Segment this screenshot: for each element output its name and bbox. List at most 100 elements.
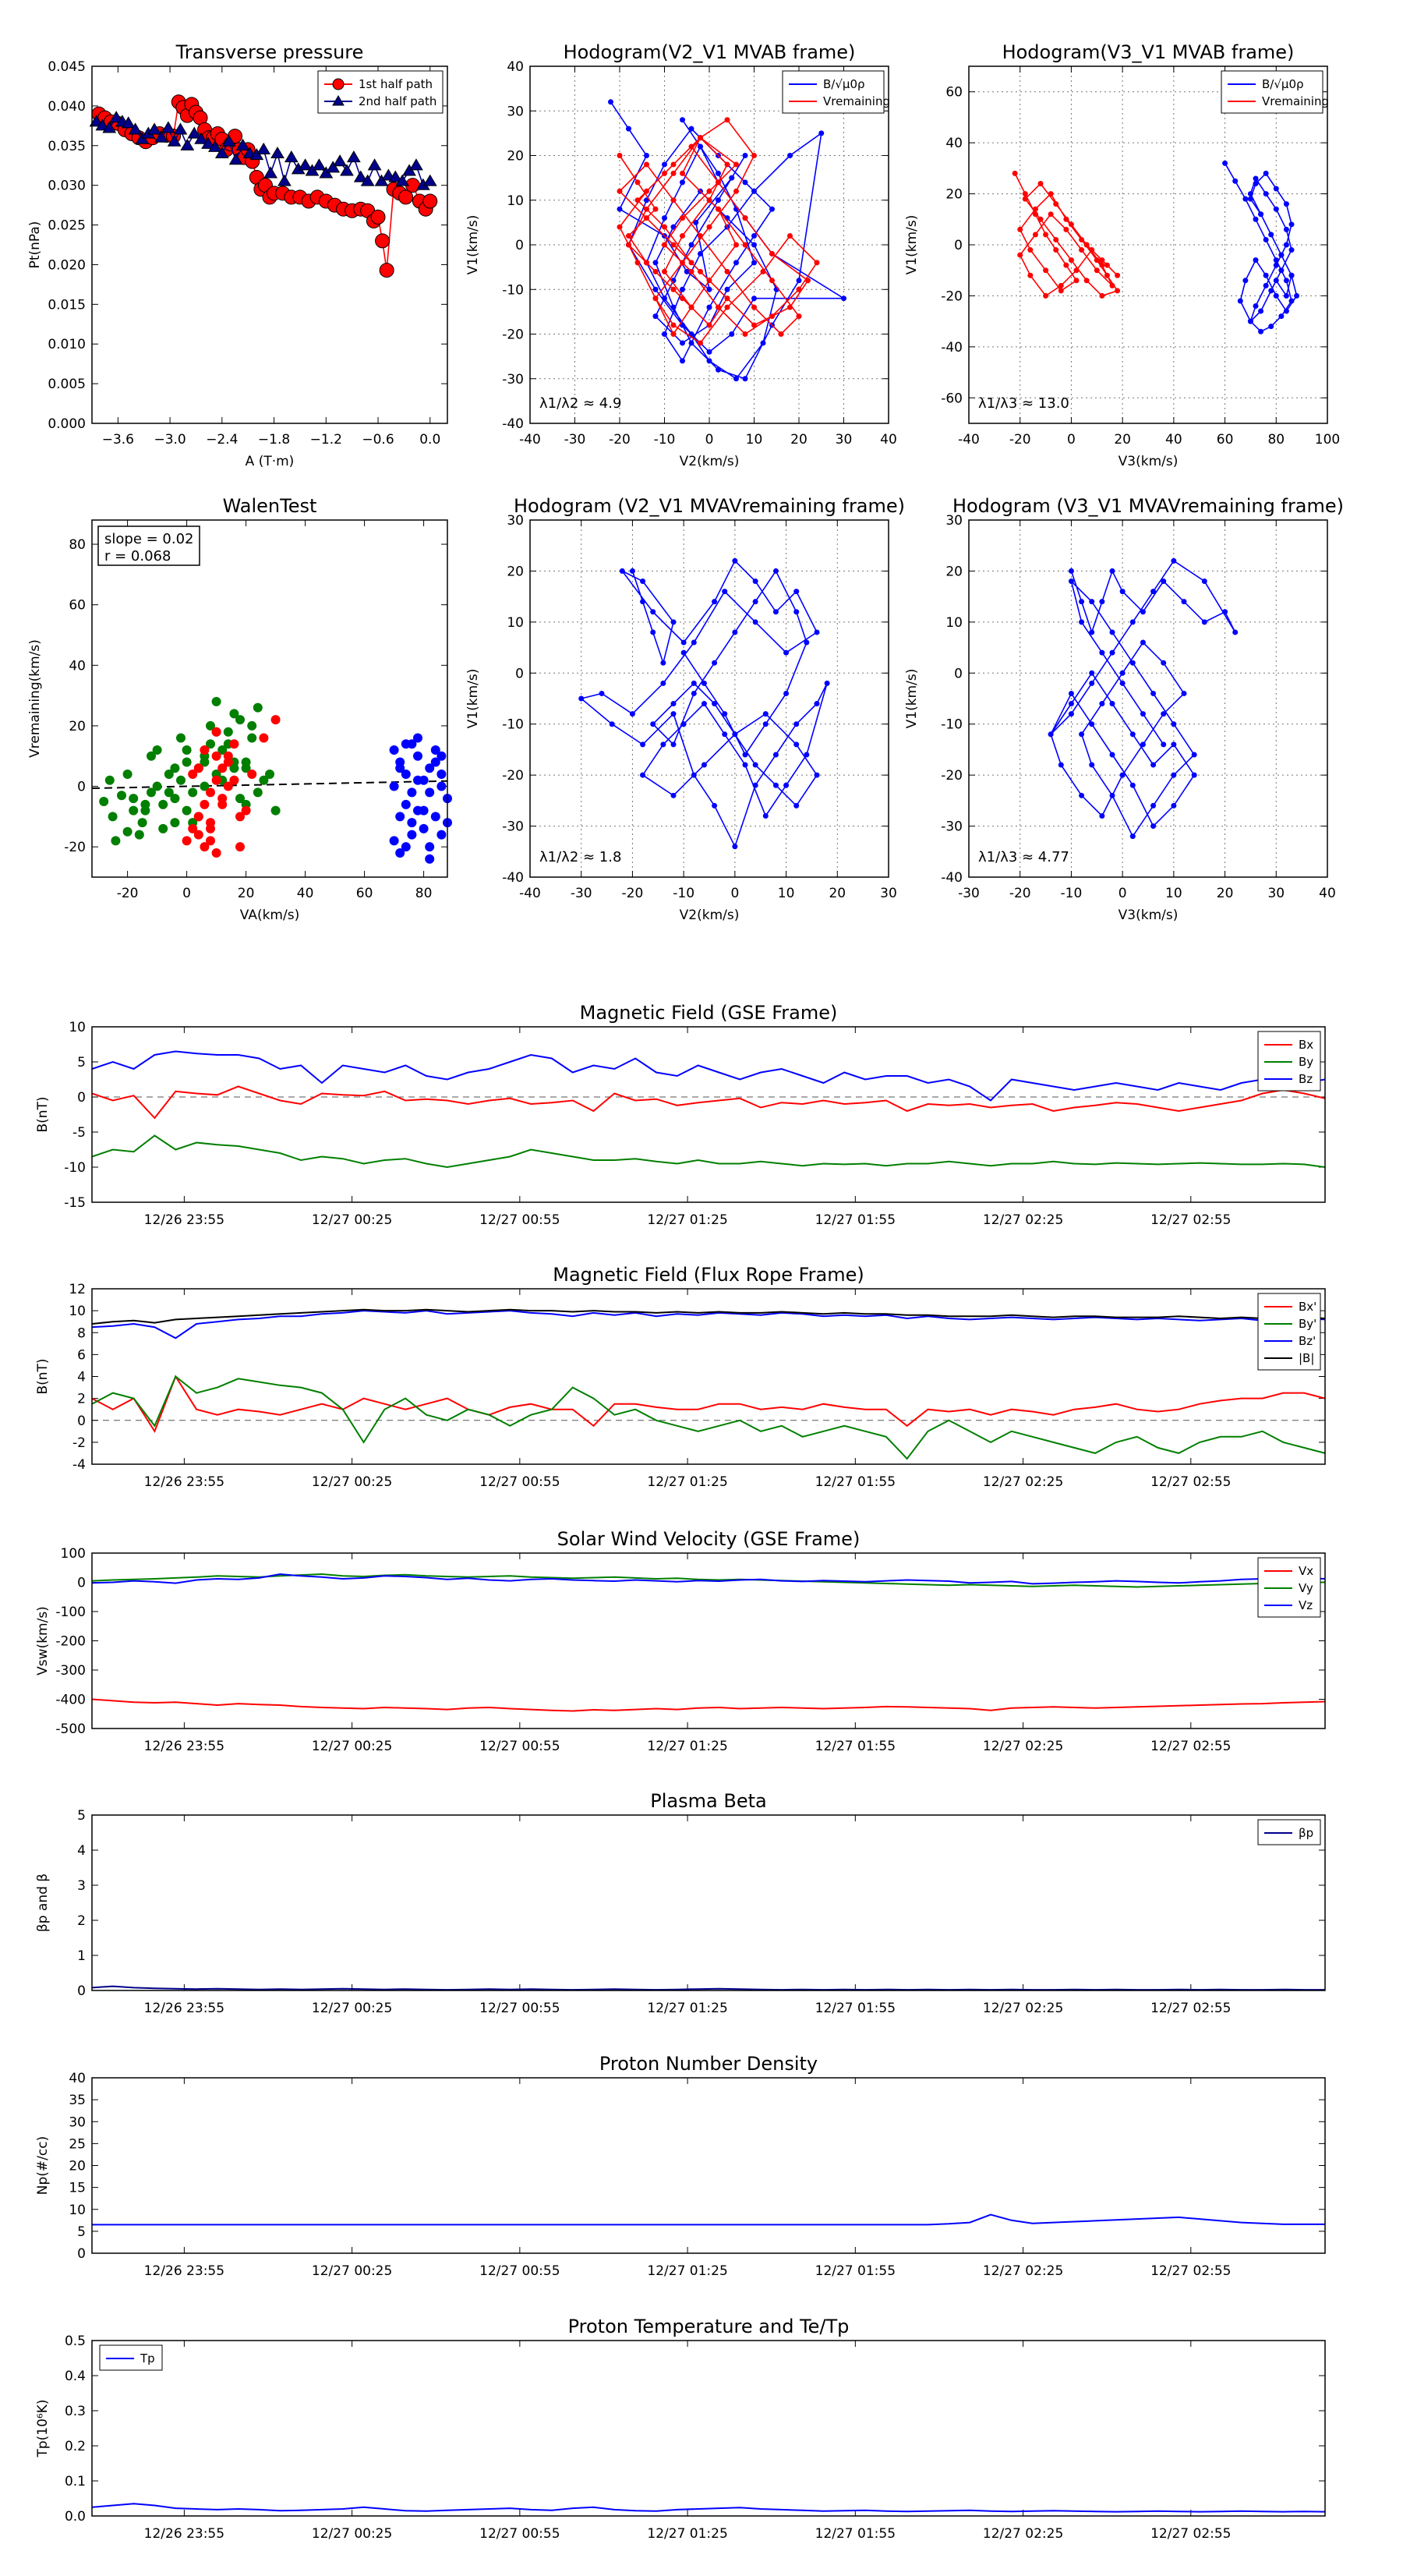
data-point xyxy=(1089,762,1095,768)
data-point xyxy=(259,775,269,785)
data-point xyxy=(1083,278,1090,284)
ratio-annotation: λ1/λ3 ≈ 13.0 xyxy=(978,395,1069,412)
data-point xyxy=(430,745,440,755)
y-tick-label: 0 xyxy=(77,780,86,795)
data-point xyxy=(769,206,775,212)
data-point xyxy=(401,842,411,852)
x-tick-label: 12/26 23:55 xyxy=(144,2263,224,2279)
data-point xyxy=(722,711,728,717)
data-point xyxy=(193,812,203,822)
data-point xyxy=(1073,267,1080,274)
legend-label: Vremaining xyxy=(1262,94,1329,108)
data-point xyxy=(1288,247,1295,253)
data-point xyxy=(1099,262,1105,268)
data-point xyxy=(1288,298,1295,304)
data-point xyxy=(1268,288,1274,294)
data-point xyxy=(1247,318,1253,324)
y-tick-label: 0 xyxy=(954,666,963,681)
annotation-text: slope = 0.02 xyxy=(104,531,194,547)
data-point xyxy=(164,787,174,798)
data-point xyxy=(284,150,299,163)
data-point xyxy=(182,757,192,767)
data-point xyxy=(706,188,712,194)
x-tick-label: 12/27 01:55 xyxy=(815,1474,896,1490)
data-point xyxy=(1032,232,1038,238)
data-point xyxy=(652,260,659,266)
data-point xyxy=(200,745,210,755)
data-point xyxy=(1268,232,1274,238)
data-point xyxy=(1140,639,1146,646)
y-tick-label: -4 xyxy=(72,1457,86,1473)
data-point xyxy=(691,639,697,646)
x-tick-label: -30 xyxy=(564,432,586,448)
data-point xyxy=(229,739,239,749)
data-point xyxy=(751,233,757,239)
data-point xyxy=(769,313,775,320)
data-point xyxy=(1063,216,1069,222)
data-point xyxy=(333,154,347,167)
data-point xyxy=(298,158,313,171)
data-point xyxy=(1278,252,1285,258)
data-point xyxy=(706,358,712,364)
y-tick-label: 0.040 xyxy=(48,99,86,115)
data-point xyxy=(379,263,394,278)
data-point xyxy=(814,772,820,778)
data-point xyxy=(706,304,712,310)
data-point xyxy=(129,794,139,804)
legend-label: B/√μ0ρ xyxy=(1262,77,1304,91)
data-point xyxy=(182,805,192,816)
data-point xyxy=(425,842,435,852)
series-p xyxy=(91,1985,1325,1991)
data-point xyxy=(223,757,233,767)
data-point xyxy=(742,153,748,158)
data-point xyxy=(652,268,659,274)
data-point xyxy=(724,161,730,168)
y-tick-label: 0.020 xyxy=(48,257,86,273)
y-tick-label: 2 xyxy=(77,1913,86,1929)
data-point xyxy=(1058,282,1064,288)
data-point xyxy=(1109,701,1115,707)
x-tick-label: 12/27 02:25 xyxy=(983,2526,1063,2542)
x-tick-label: 12/27 02:55 xyxy=(1150,2001,1231,2016)
x-tick-label: 12/27 02:25 xyxy=(983,2001,1063,2016)
data-point xyxy=(235,794,245,804)
axes-frame xyxy=(91,1026,1326,1203)
data-point xyxy=(706,286,712,292)
legend: B/√μ0ρ Vremaining xyxy=(1221,70,1329,114)
y-tick-label: -30 xyxy=(502,372,524,387)
data-point xyxy=(716,304,721,310)
x-tick-label: 40 xyxy=(1319,886,1336,901)
y-tick-label: 10 xyxy=(69,1304,86,1319)
data-point xyxy=(698,268,703,274)
y-tick-label: 40 xyxy=(507,59,524,75)
data-point xyxy=(680,721,687,727)
data-point xyxy=(1099,292,1105,299)
y-tick-label: 5 xyxy=(77,1808,86,1824)
data-point xyxy=(751,260,757,266)
series-line xyxy=(91,1375,1326,1434)
data-point xyxy=(1129,619,1136,625)
data-point xyxy=(235,715,245,725)
data-point xyxy=(772,752,779,758)
data-point xyxy=(1129,731,1136,738)
data-point xyxy=(752,579,758,585)
y-tick-label: 3 xyxy=(77,1878,86,1894)
data-point xyxy=(688,143,694,150)
data-point xyxy=(670,322,677,328)
data-point xyxy=(407,818,417,828)
data-point xyxy=(388,170,403,182)
annotation-box xyxy=(97,525,200,566)
data-point xyxy=(818,130,825,136)
x-tick-label: 40 xyxy=(297,886,314,901)
data-point xyxy=(1242,196,1249,202)
data-point xyxy=(626,233,631,239)
y-tick-label: 20 xyxy=(945,564,963,579)
data-point xyxy=(229,775,239,785)
data-point xyxy=(1068,690,1074,696)
data-point xyxy=(1053,247,1059,253)
data-point xyxy=(787,153,793,158)
data-point xyxy=(170,818,180,828)
chart-title: Plasma Beta xyxy=(650,1790,766,1812)
series-By xyxy=(91,1375,1326,1460)
